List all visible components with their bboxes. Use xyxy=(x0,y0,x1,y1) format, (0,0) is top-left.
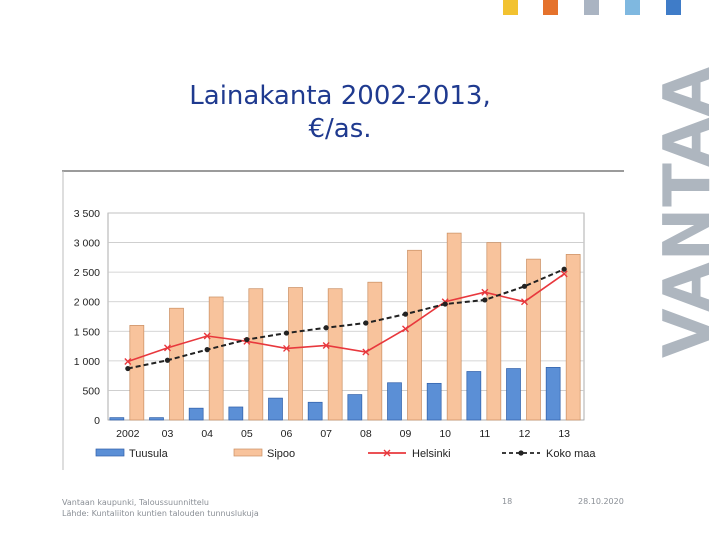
bar-sipoo xyxy=(526,258,541,421)
point-helsinki xyxy=(560,270,568,278)
point-helsinki xyxy=(362,348,370,356)
point-helsinki xyxy=(521,298,528,306)
y-tick-label: 0 xyxy=(94,415,100,427)
accent-square xyxy=(666,0,681,15)
footer-source-line-2: Lähde: Kuntaliiton kuntien talouden tunn… xyxy=(62,509,259,518)
legend-label: Sipoo xyxy=(267,448,295,460)
y-tick-label: 2 500 xyxy=(74,267,100,279)
point-helsinki xyxy=(481,288,489,296)
point-helsinki xyxy=(283,344,290,352)
legend-label: Tuusula xyxy=(129,448,169,460)
bar-tuusula xyxy=(149,417,164,421)
point-koko-maa xyxy=(204,347,210,353)
x-tick-label: 13 xyxy=(558,428,570,440)
accent-square xyxy=(584,0,599,15)
bar-tuusula xyxy=(347,394,363,421)
bar-sipoo xyxy=(248,288,264,421)
x-tick-label: 2002 xyxy=(116,428,140,440)
legend-marker xyxy=(383,449,391,457)
bar-tuusula xyxy=(506,368,521,421)
legend-marker xyxy=(518,450,524,456)
point-helsinki xyxy=(322,341,330,349)
point-helsinki xyxy=(124,357,132,365)
bar-sipoo xyxy=(288,287,303,421)
legend-label: Helsinki xyxy=(412,448,451,460)
point-koko-maa xyxy=(283,330,290,336)
point-koko-maa xyxy=(244,336,250,343)
footer-source-line-1: Vantaan kaupunki, Taloussuunnittelu xyxy=(62,498,209,507)
accent-square xyxy=(543,0,558,15)
point-koko-maa xyxy=(521,283,528,289)
point-koko-maa xyxy=(164,357,171,363)
x-tick-label: 09 xyxy=(400,428,412,440)
accent-square xyxy=(503,0,518,15)
point-helsinki xyxy=(402,325,409,333)
plot-area xyxy=(107,212,585,421)
point-koko-maa xyxy=(482,297,488,303)
x-tick-label: 04 xyxy=(201,428,213,440)
y-tick-label: 500 xyxy=(82,385,100,397)
y-tick-label: 1 500 xyxy=(74,326,100,338)
page-number: 18 xyxy=(502,497,513,506)
y-tick-label: 1 000 xyxy=(74,356,100,368)
point-helsinki xyxy=(203,332,211,340)
point-koko-maa xyxy=(561,266,567,272)
brand-logo-text: VANTAA xyxy=(651,65,720,359)
legend-label: Koko maa xyxy=(546,448,596,460)
slide-title-line-1: Lainakanta 2002-2013, xyxy=(189,81,491,111)
point-koko-maa xyxy=(323,325,329,331)
bar-sipoo xyxy=(367,281,383,421)
slide-title: Lainakanta 2002-2013, €/as. xyxy=(150,80,530,146)
point-koko-maa xyxy=(442,301,448,307)
bar-sipoo xyxy=(407,249,422,421)
footer-source: Vantaan kaupunki, Taloussuunnittelu Lähd… xyxy=(62,497,259,519)
footer-date: 28.10.2020 xyxy=(578,497,624,506)
point-helsinki xyxy=(164,344,171,352)
x-tick-label: 05 xyxy=(241,428,253,440)
slide-title-line-2: €/as. xyxy=(308,114,372,144)
y-tick-label: 3 500 xyxy=(74,208,100,220)
accent-square xyxy=(625,0,640,15)
point-koko-maa xyxy=(125,365,131,372)
line-koko-maa xyxy=(127,268,565,370)
bar-sipoo xyxy=(327,288,343,421)
accent-squares xyxy=(500,0,700,16)
x-tick-label: 06 xyxy=(281,428,293,440)
line-helsinki xyxy=(127,273,565,363)
bar-sipoo xyxy=(446,232,462,421)
bar-sipoo xyxy=(169,307,184,421)
bar-tuusula xyxy=(387,382,402,421)
bar-tuusula xyxy=(109,417,125,421)
x-tick-label: 10 xyxy=(439,428,451,440)
bar-tuusula xyxy=(228,406,244,421)
bar-tuusula xyxy=(545,367,561,421)
brand-panel xyxy=(650,40,720,385)
y-tick-label: 3 000 xyxy=(74,238,100,250)
bar-sipoo xyxy=(129,325,145,421)
x-tick-label: 12 xyxy=(519,428,531,440)
bar-tuusula xyxy=(268,397,283,421)
y-tick-label: 2 000 xyxy=(74,297,100,309)
bar-tuusula xyxy=(307,401,323,421)
bar-sipoo xyxy=(565,254,581,421)
x-tick-label: 08 xyxy=(360,428,372,440)
point-koko-maa xyxy=(402,311,409,317)
point-koko-maa xyxy=(363,320,369,326)
loan-stock-chart: 0 500 1 000 1 500 2 000 2 500 3 000 3 500 2002 03… xyxy=(62,170,624,470)
bar-sipoo xyxy=(486,242,502,421)
x-tick-label: 11 xyxy=(479,428,490,440)
x-tick-label: 03 xyxy=(162,428,174,440)
bar-tuusula xyxy=(426,382,442,421)
legend-swatch-tuusula xyxy=(95,448,125,457)
bar-tuusula xyxy=(466,371,482,421)
bar-sipoo xyxy=(208,296,224,421)
legend-swatch-sipoo xyxy=(233,448,263,457)
bar-tuusula xyxy=(188,407,204,421)
x-tick-label: 07 xyxy=(320,428,332,440)
